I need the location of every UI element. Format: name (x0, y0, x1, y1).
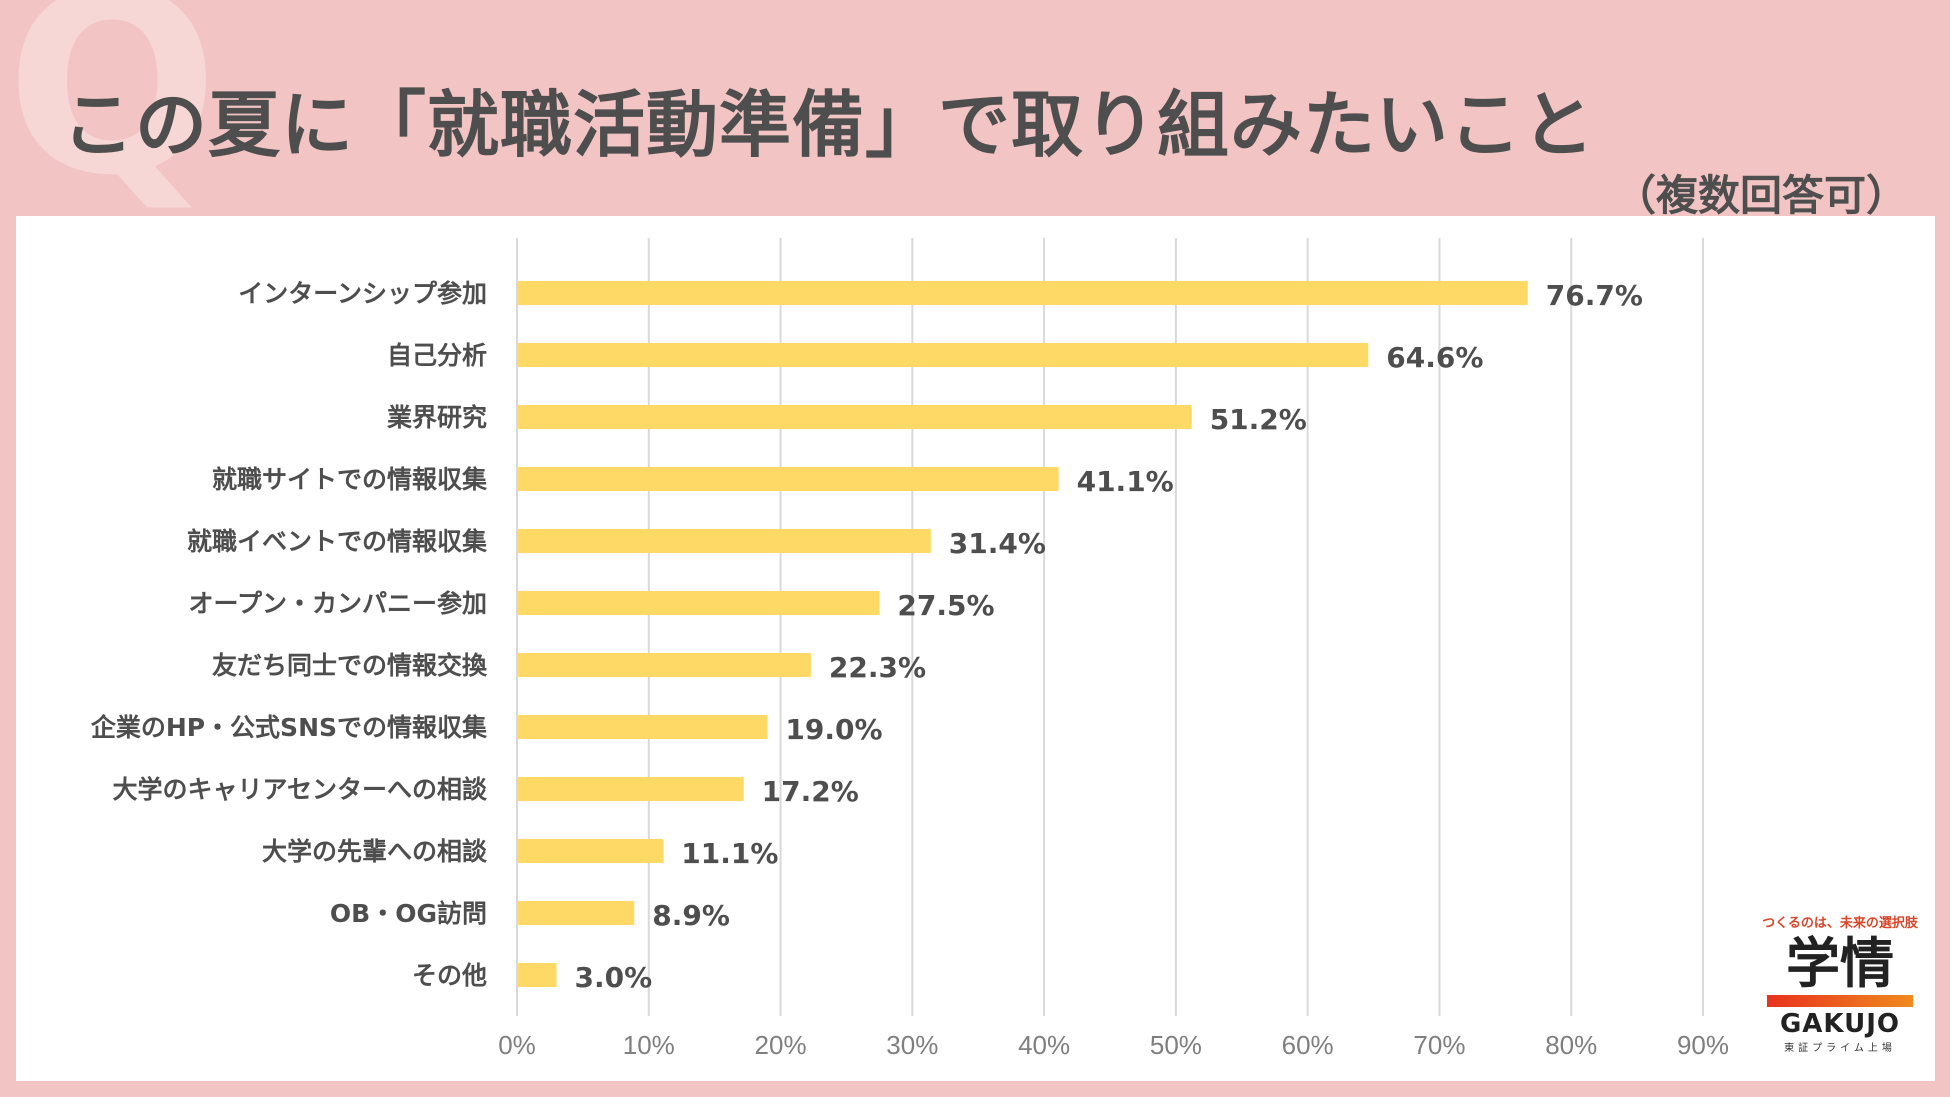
x-tick-label: 70% (1413, 1030, 1465, 1060)
bar (517, 405, 1192, 429)
value-label: 31.4% (949, 527, 1046, 560)
bar (517, 591, 880, 615)
bar (517, 343, 1369, 367)
value-label: 3.0% (575, 961, 653, 994)
x-tick-label: 60% (1282, 1030, 1334, 1060)
category-label: 自己分析 (387, 341, 487, 370)
value-label: 41.1% (1077, 465, 1174, 498)
x-tick-label: 80% (1545, 1030, 1597, 1060)
bar (517, 901, 635, 925)
value-label: 11.1% (681, 837, 778, 870)
logo-listing: 東証プライム上場 (1784, 1043, 1896, 1054)
value-label: 17.2% (762, 775, 859, 808)
x-tick-label: 30% (886, 1030, 938, 1060)
category-label: 企業のHP・公式SNSでの情報収集 (91, 713, 488, 742)
chart-panel: 0% 10% 20% 30% 40% 50% 60% 70% 80% 90% インターンシップ参加 7… (16, 216, 1935, 1081)
gakujo-logo: つくるのは、未来の選択肢 学情 GAKUJO 東証プライム上場 (1755, 912, 1925, 1054)
value-label: 22.3% (829, 651, 926, 684)
category-label: 大学のキャリアセンターへの相談 (112, 775, 488, 804)
category-label: 就職サイトでの情報収集 (212, 465, 488, 494)
x-tick-label: 90% (1677, 1030, 1729, 1060)
bar (517, 653, 811, 677)
bar (517, 529, 931, 553)
q-mark-decoration: Q (6, 0, 219, 230)
value-label: 64.6% (1386, 341, 1483, 374)
bar (517, 777, 744, 801)
category-label: その他 (412, 961, 487, 990)
logo-tagline: つくるのは、未来の選択肢 (1762, 916, 1918, 931)
logo-color-bar (1767, 995, 1913, 1007)
value-label: 8.9% (652, 899, 730, 932)
bar (517, 467, 1059, 491)
category-label: 大学の先輩への相談 (262, 837, 488, 866)
x-tick-label: 0% (498, 1030, 536, 1060)
bar (517, 963, 557, 987)
x-tick-label: 20% (755, 1030, 807, 1060)
x-tick-label: 40% (1018, 1030, 1070, 1060)
bar (517, 839, 664, 863)
category-label: オープン・カンパニー参加 (188, 589, 487, 618)
value-label: 51.2% (1210, 403, 1307, 436)
bar (517, 281, 1528, 305)
category-label: OB・OG訪問 (330, 899, 487, 928)
value-label: 76.7% (1546, 279, 1643, 312)
category-label: 業界研究 (387, 403, 487, 432)
value-label: 19.0% (785, 713, 882, 746)
logo-name-en: GAKUJO (1779, 1009, 1901, 1039)
page-title: この夏に「就職活動準備」で取り組みたいこと (62, 83, 1596, 167)
bar-chart: 0% 10% 20% 30% 40% 50% 60% 70% 80% 90% インターンシップ参加 7… (91, 238, 1729, 1060)
value-label: 27.5% (897, 589, 994, 622)
x-tick-label: 10% (623, 1030, 675, 1060)
bar (517, 715, 768, 739)
category-label: インターンシップ参加 (238, 279, 487, 308)
category-label: 就職イベントでの情報収集 (187, 527, 488, 556)
page-subtitle: （複数回答可） (1613, 171, 1908, 220)
logo-kanji: 学情 (1786, 932, 1894, 995)
x-tick-label: 50% (1150, 1030, 1202, 1060)
category-label: 友だち同士での情報交換 (212, 651, 488, 680)
